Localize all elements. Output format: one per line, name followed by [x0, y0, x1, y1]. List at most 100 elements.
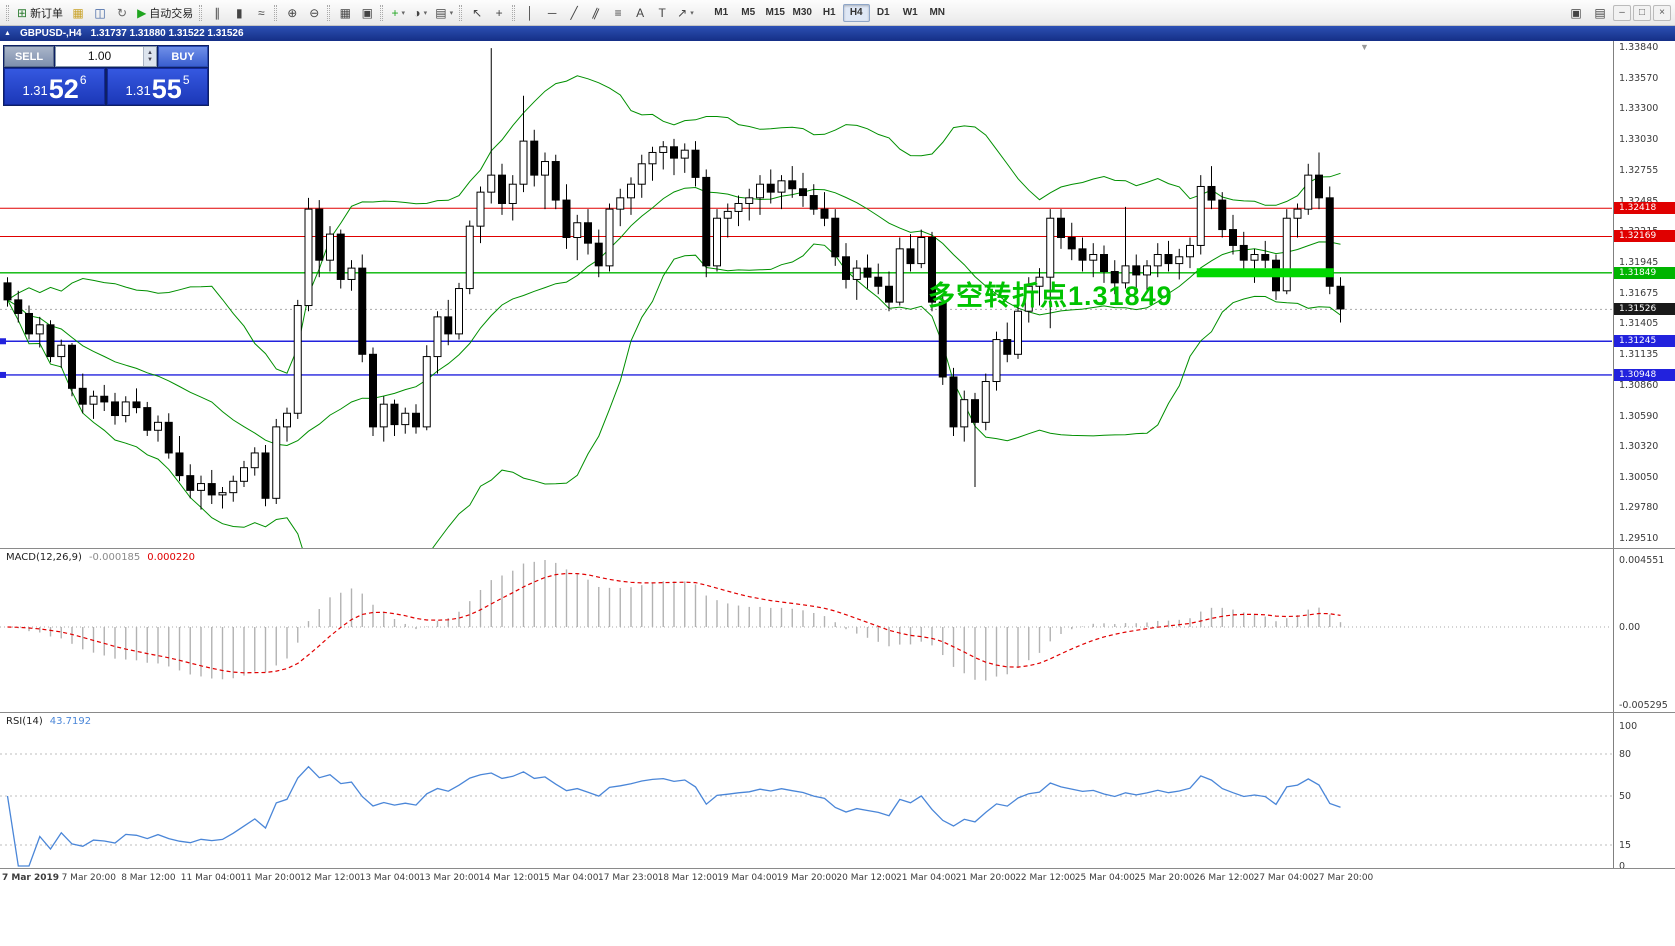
vertical-line-icon[interactable]: │ — [519, 3, 541, 23]
candle-body — [304, 208, 313, 307]
stepper-up-icon[interactable]: ▲ — [147, 49, 153, 56]
timeframe-w1[interactable]: W1 — [897, 4, 924, 22]
stepper-down-icon[interactable]: ▼ — [147, 56, 153, 63]
tile-windows-icon[interactable]: ▦ — [334, 3, 356, 23]
new-chart-icon[interactable]: ▦ — [67, 3, 89, 23]
panel-divider[interactable] — [0, 548, 1675, 549]
fullscreen-icon[interactable]: ▣ — [1565, 3, 1587, 23]
zoom-out-icon[interactable]: ⊖ — [303, 3, 325, 23]
price-axis-label: 1.31135 — [1619, 348, 1659, 360]
periods-icon[interactable]: ◑ ▾ — [409, 3, 431, 23]
timeframe-m5[interactable]: M5 — [735, 4, 762, 22]
candle-body — [842, 256, 850, 280]
cursor-icon[interactable]: ↖ — [466, 3, 488, 23]
candle-body — [57, 344, 66, 358]
templates-icon[interactable]: ▤ ▾ — [431, 3, 457, 23]
options-icon[interactable]: ▤ — [1589, 3, 1611, 23]
toolbar-grip — [6, 4, 9, 21]
turning-point-zone[interactable] — [1196, 268, 1334, 278]
candle-body — [132, 401, 141, 409]
candle-body — [594, 242, 603, 267]
candle-body — [283, 412, 291, 428]
candle-body — [369, 353, 377, 428]
time-axis-label: 20 Mar 12:00 — [836, 873, 897, 883]
time-axis-label: 8 Mar 12:00 — [121, 873, 176, 883]
candle-body — [938, 301, 947, 378]
timeframe-h4[interactable]: H4 — [842, 3, 870, 22]
main-chart[interactable] — [0, 41, 1613, 548]
cascade-windows-icon[interactable]: ▣ — [356, 3, 378, 23]
candle-body — [1046, 217, 1055, 278]
indicators-icon[interactable]: + ▾ — [387, 3, 409, 23]
line-anchor[interactable] — [0, 371, 6, 378]
restore-window-icon[interactable]: □ — [1633, 4, 1651, 21]
candle-body — [702, 176, 711, 267]
equidistant-channel-icon[interactable]: ∥ — [585, 3, 607, 23]
line-chart-icon[interactable]: ≈ — [250, 3, 272, 23]
time-axis-label: 19 Mar 20:00 — [776, 873, 837, 883]
candle-body — [1325, 197, 1334, 287]
candle-body — [1164, 254, 1173, 265]
minimize-window-icon[interactable]: – — [1613, 4, 1631, 21]
volume-stepper[interactable]: ▲ ▼ — [143, 47, 156, 66]
autotrading-button[interactable]: ▶ 自动交易 — [133, 3, 197, 23]
timeframe-m15[interactable]: M15 — [762, 4, 789, 22]
time-axis[interactable]: 7 Mar 2019 7 Mar 20:00 8 Mar 12:00 11 Mar 0… — [0, 869, 1675, 889]
time-axis-label: 25 Mar 04:00 — [1074, 873, 1135, 883]
candle-body — [992, 339, 1001, 383]
volume-input[interactable]: 1.00 — [87, 49, 112, 63]
arrows-icon[interactable]: ↗ ▾ — [673, 3, 698, 23]
rsi-axis[interactable]: 100 80 50 15 0 — [1613, 713, 1675, 872]
candlestick-chart-icon[interactable]: ▮ — [228, 3, 250, 23]
refresh-icon[interactable]: ↻ — [111, 3, 133, 23]
bar-chart-icon[interactable]: ∥ — [206, 3, 228, 23]
crosshair-icon[interactable]: + — [488, 3, 510, 23]
timeframe-mn[interactable]: MN — [924, 4, 951, 22]
rsi-panel[interactable] — [0, 713, 1613, 868]
sell-price-button[interactable]: 1.31 52 6 — [4, 68, 105, 105]
macd-axis-label: 0.00 — [1619, 622, 1641, 633]
macd-axis[interactable]: 0.004551 0.00 -0.005295 — [1613, 549, 1675, 712]
toolbar-grip — [274, 4, 278, 21]
candle-body — [78, 387, 87, 405]
panel-divider[interactable] — [0, 712, 1675, 713]
price-tag: 1.31245 — [1614, 335, 1675, 348]
candle-body — [1121, 265, 1130, 284]
candle-body — [1003, 339, 1012, 355]
candle-body — [1250, 254, 1259, 261]
macd-panel[interactable] — [0, 549, 1613, 712]
price-axis[interactable]: 1.33840 1.33570 1.33300 1.33030 1.32755 1.324… — [1613, 41, 1675, 548]
sell-price-pips: 52 — [48, 74, 79, 104]
price-axis-label: 1.32755 — [1619, 165, 1659, 177]
candle-body — [111, 401, 119, 417]
volume-box: 1.00 ▲ ▼ — [55, 46, 157, 67]
price-tag: 1.32418 — [1614, 202, 1675, 215]
candle-body — [207, 483, 216, 496]
candle-body — [788, 180, 797, 190]
fibonacci-icon[interactable]: ≡ — [607, 3, 629, 23]
text-label-icon[interactable]: T — [651, 3, 673, 23]
timeframe-m1[interactable]: M1 — [708, 4, 735, 22]
candle-body — [218, 492, 227, 496]
profiles-icon[interactable]: ◫ — [89, 3, 111, 23]
sell-button[interactable]: SELL — [4, 46, 54, 67]
rsi-axis-label: 100 — [1619, 721, 1638, 732]
close-window-icon[interactable]: × — [1653, 4, 1671, 21]
candle-body — [197, 483, 205, 491]
buy-price-button[interactable]: 1.31 55 5 — [107, 68, 208, 105]
horizontal-line-icon[interactable]: ─ — [541, 3, 563, 23]
buy-button[interactable]: BUY — [158, 46, 208, 67]
trendline-icon[interactable]: ╱ — [563, 3, 585, 23]
text-icon[interactable]: A — [629, 3, 651, 23]
collapse-trade-panel-icon[interactable]: ▲ — [4, 30, 11, 37]
panel-divider[interactable] — [0, 868, 1675, 869]
price-axis-label: 1.33030 — [1619, 133, 1659, 145]
line-anchor[interactable] — [0, 338, 6, 345]
zoom-in-icon[interactable]: ⊕ — [281, 3, 303, 23]
time-axis-label: 27 Mar 20:00 — [1313, 873, 1374, 883]
timeframe-m30[interactable]: M30 — [789, 4, 816, 22]
timeframe-d1[interactable]: D1 — [870, 4, 897, 22]
new-order-button[interactable]: ⊞ 新订单 — [13, 3, 67, 23]
timeframe-h1[interactable]: H1 — [816, 4, 843, 22]
